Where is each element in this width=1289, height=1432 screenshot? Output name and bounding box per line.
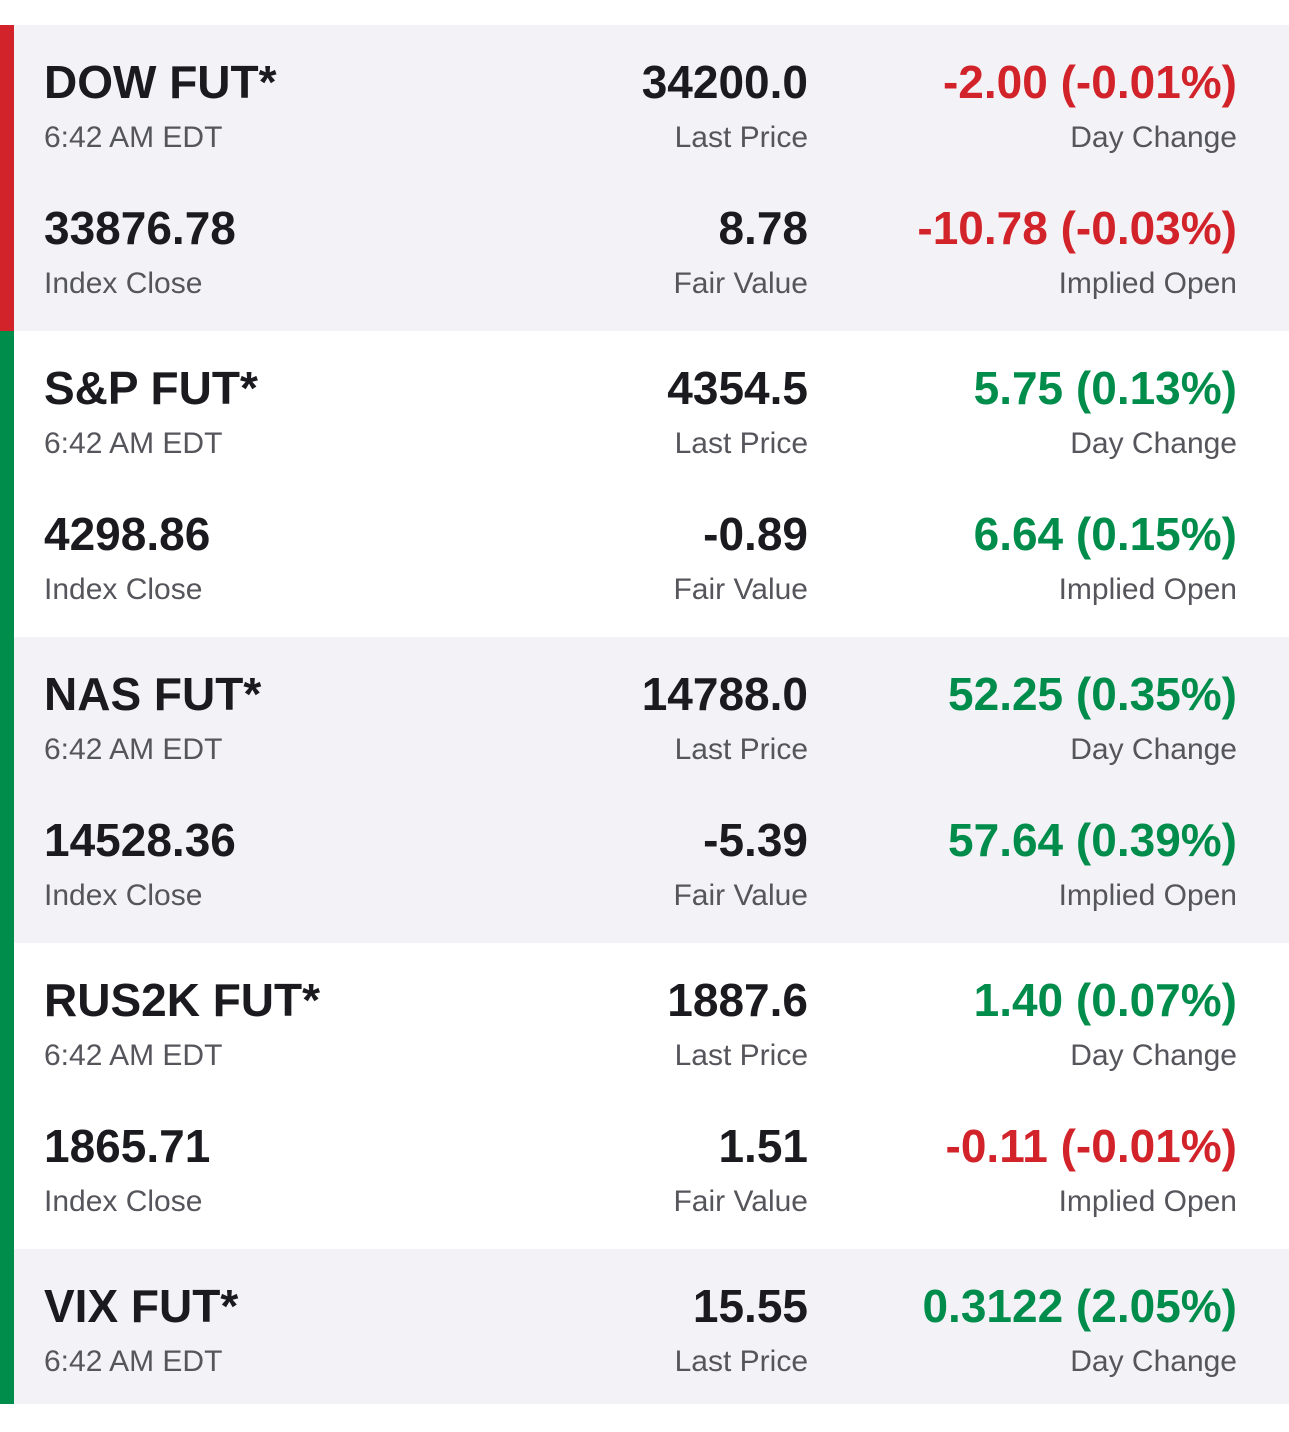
implied-open-value: -10.78 (-0.03%) [917,202,1237,254]
quote-time: 6:42 AM EDT [44,427,223,460]
futures-card-sp[interactable]: S&P FUT* 6:42 AM EDT 4354.5 Last Price 5… [0,331,1289,637]
day-change-value: 1.40 (0.07%) [973,974,1237,1026]
last-price-value: 14788.0 [641,668,808,720]
last-price-label: Last Price [674,121,808,154]
day-change-label: Day Change [1070,733,1237,766]
index-close-label: Index Close [44,267,203,300]
index-close-label: Index Close [44,879,203,912]
implied-open-value: 57.64 (0.39%) [948,814,1237,866]
fair-value-label: Fair Value [673,879,808,912]
day-change-value: 52.25 (0.35%) [948,668,1237,720]
implied-open-value: -0.11 (-0.01%) [945,1120,1237,1172]
contract-name: RUS2K FUT* [44,974,321,1026]
fair-value-label: Fair Value [673,573,808,606]
contract-name: VIX FUT* [44,1280,239,1332]
last-price-value: 34200.0 [641,56,808,108]
implied-open-label: Implied Open [1058,573,1237,606]
day-change-label: Day Change [1070,121,1237,154]
contract-name: DOW FUT* [44,56,277,108]
fair-value-label: Fair Value [673,267,808,300]
contract-name: S&P FUT* [44,362,258,414]
last-price-label: Last Price [674,427,808,460]
day-change-label: Day Change [1070,1345,1237,1378]
last-price-value: 1887.6 [667,974,808,1026]
index-close-value: 33876.78 [44,202,236,254]
fair-value-value: -5.39 [703,814,808,866]
implied-open-label: Implied Open [1058,267,1237,300]
index-close-value: 4298.86 [44,508,211,560]
futures-card-dow[interactable]: DOW FUT* 6:42 AM EDT 34200.0 Last Price … [0,25,1289,331]
futures-card-nas[interactable]: NAS FUT* 6:42 AM EDT 14788.0 Last Price … [0,637,1289,943]
quote-time: 6:42 AM EDT [44,733,223,766]
fair-value-value: 1.51 [718,1120,808,1172]
futures-list: DOW FUT* 6:42 AM EDT 34200.0 Last Price … [0,25,1289,1404]
last-price-label: Last Price [674,1345,808,1378]
index-close-value: 14528.36 [44,814,236,866]
last-price-value: 15.55 [692,1280,808,1332]
futures-card-rus2k[interactable]: RUS2K FUT* 6:42 AM EDT 1887.6 Last Price… [0,943,1289,1249]
quote-time: 6:42 AM EDT [44,121,223,154]
contract-name: NAS FUT* [44,668,262,720]
fair-value-value: -0.89 [703,508,808,560]
fair-value-label: Fair Value [673,1185,808,1218]
last-price-label: Last Price [674,1039,808,1072]
index-close-label: Index Close [44,1185,203,1218]
index-close-value: 1865.71 [44,1120,211,1172]
quote-time: 6:42 AM EDT [44,1345,223,1378]
implied-open-label: Implied Open [1058,879,1237,912]
last-price-value: 4354.5 [667,362,808,414]
futures-card-vix[interactable]: VIX FUT* 6:42 AM EDT 15.55 Last Price 0.… [0,1249,1289,1404]
quote-time: 6:42 AM EDT [44,1039,223,1072]
day-change-label: Day Change [1070,427,1237,460]
day-change-value: -2.00 (-0.01%) [942,56,1237,108]
implied-open-value: 6.64 (0.15%) [973,508,1237,560]
last-price-label: Last Price [674,733,808,766]
implied-open-label: Implied Open [1058,1185,1237,1218]
index-close-label: Index Close [44,573,203,606]
day-change-value: 0.3122 (2.05%) [922,1280,1237,1332]
day-change-label: Day Change [1070,1039,1237,1072]
day-change-value: 5.75 (0.13%) [973,362,1237,414]
fair-value-value: 8.78 [718,202,808,254]
